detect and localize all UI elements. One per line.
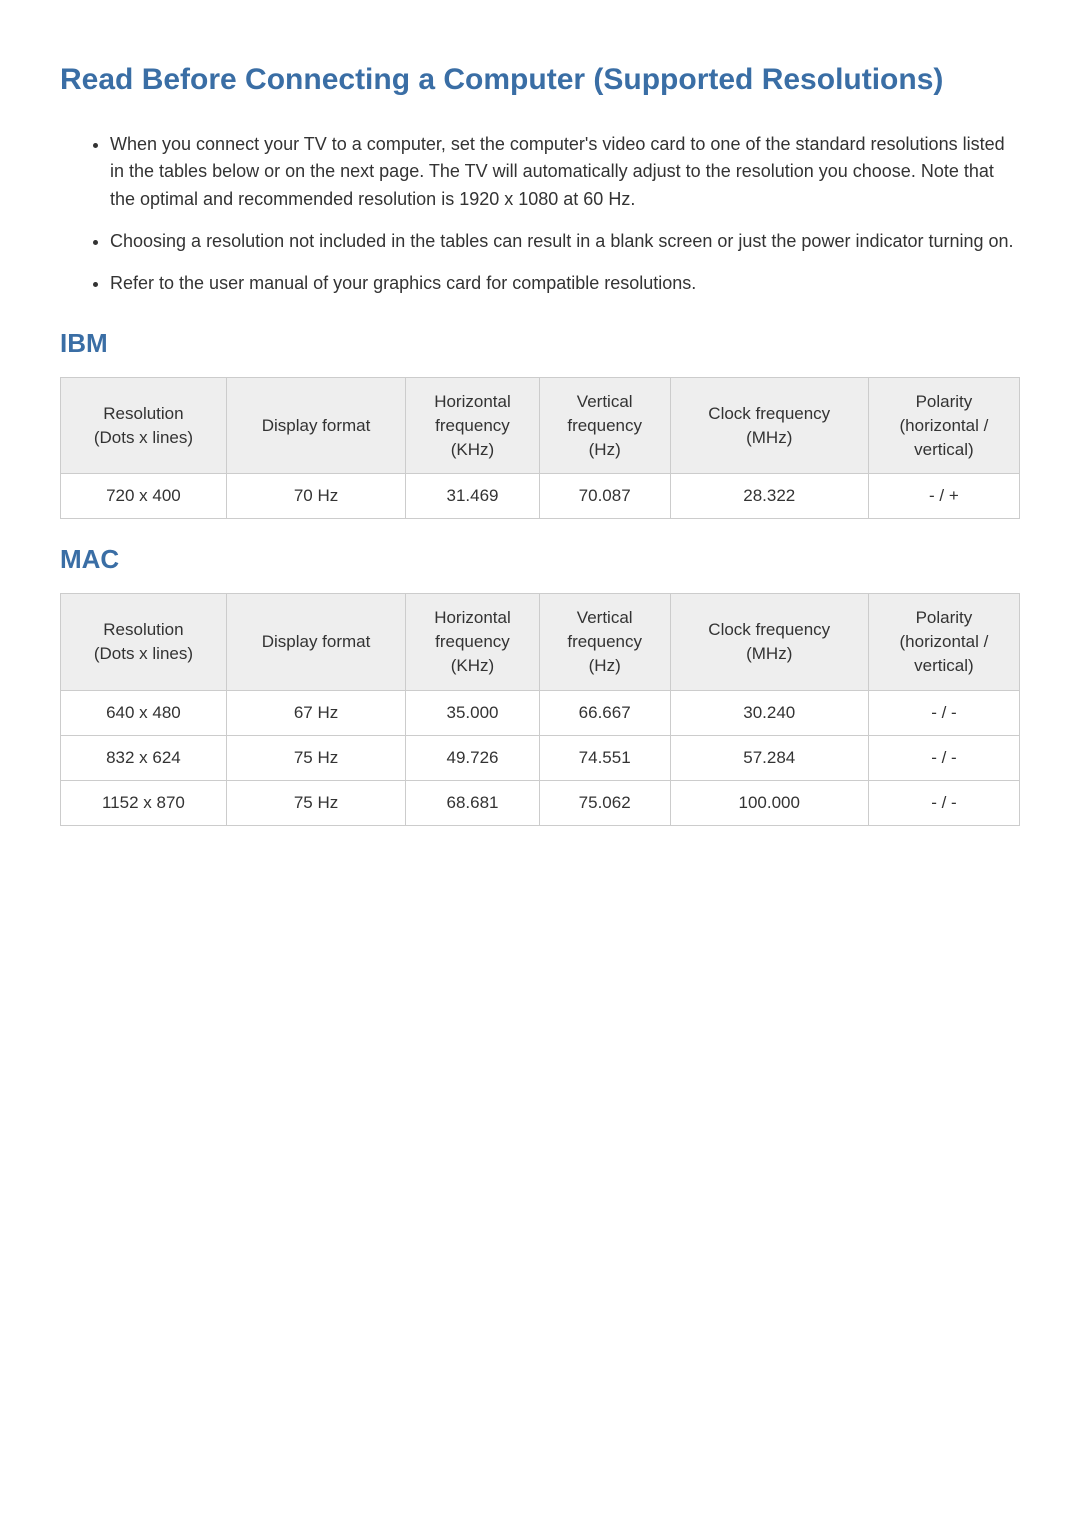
table-cell: 832 x 624 [61, 735, 227, 780]
table-cell: 66.667 [539, 690, 670, 735]
table-cell: - / - [868, 780, 1019, 825]
table-header: Verticalfrequency(Hz) [539, 594, 670, 690]
table-cell: 75.062 [539, 780, 670, 825]
table-cell: 70 Hz [226, 474, 405, 519]
table-header: Clock frequency(MHz) [670, 377, 868, 473]
table-cell: 1152 x 870 [61, 780, 227, 825]
table-header: Polarity(horizontal /vertical) [868, 377, 1019, 473]
table-header: Verticalfrequency(Hz) [539, 377, 670, 473]
table-cell: - / - [868, 735, 1019, 780]
page-title: Read Before Connecting a Computer (Suppo… [60, 60, 1020, 101]
table-header: Clock frequency(MHz) [670, 594, 868, 690]
table-cell: 70.087 [539, 474, 670, 519]
table-cell: 28.322 [670, 474, 868, 519]
table-cell: 75 Hz [226, 780, 405, 825]
table-cell: 49.726 [406, 735, 540, 780]
table-cell: 68.681 [406, 780, 540, 825]
table-row: 640 x 48067 Hz35.00066.66730.240- / - [61, 690, 1020, 735]
table-row: 720 x 40070 Hz31.46970.08728.322- / + [61, 474, 1020, 519]
table-header: Display format [226, 377, 405, 473]
table-cell: 30.240 [670, 690, 868, 735]
table-row: 832 x 62475 Hz49.72674.55157.284- / - [61, 735, 1020, 780]
table-cell: 67 Hz [226, 690, 405, 735]
intro-bullet: When you connect your TV to a computer, … [110, 131, 1020, 215]
intro-bullet: Refer to the user manual of your graphic… [110, 270, 1020, 298]
table-header: Resolution(Dots x lines) [61, 377, 227, 473]
table-cell: - / - [868, 690, 1019, 735]
resolution-table: Resolution(Dots x lines)Display formatHo… [60, 593, 1020, 825]
table-cell: 640 x 480 [61, 690, 227, 735]
section-heading: MAC [60, 544, 1020, 575]
intro-bullet: Choosing a resolution not included in th… [110, 228, 1020, 256]
intro-bullets: When you connect your TV to a computer, … [110, 131, 1020, 298]
resolution-table: Resolution(Dots x lines)Display formatHo… [60, 377, 1020, 519]
table-cell: 57.284 [670, 735, 868, 780]
table-row: 1152 x 87075 Hz68.68175.062100.000- / - [61, 780, 1020, 825]
table-cell: 75 Hz [226, 735, 405, 780]
table-cell: 31.469 [406, 474, 540, 519]
table-header: Horizontalfrequency(KHz) [406, 377, 540, 473]
table-cell: 720 x 400 [61, 474, 227, 519]
table-cell: 100.000 [670, 780, 868, 825]
table-header: Horizontalfrequency(KHz) [406, 594, 540, 690]
section-heading: IBM [60, 328, 1020, 359]
table-header: Display format [226, 594, 405, 690]
table-header: Resolution(Dots x lines) [61, 594, 227, 690]
table-cell: - / + [868, 474, 1019, 519]
table-cell: 35.000 [406, 690, 540, 735]
table-header: Polarity(horizontal /vertical) [868, 594, 1019, 690]
table-cell: 74.551 [539, 735, 670, 780]
